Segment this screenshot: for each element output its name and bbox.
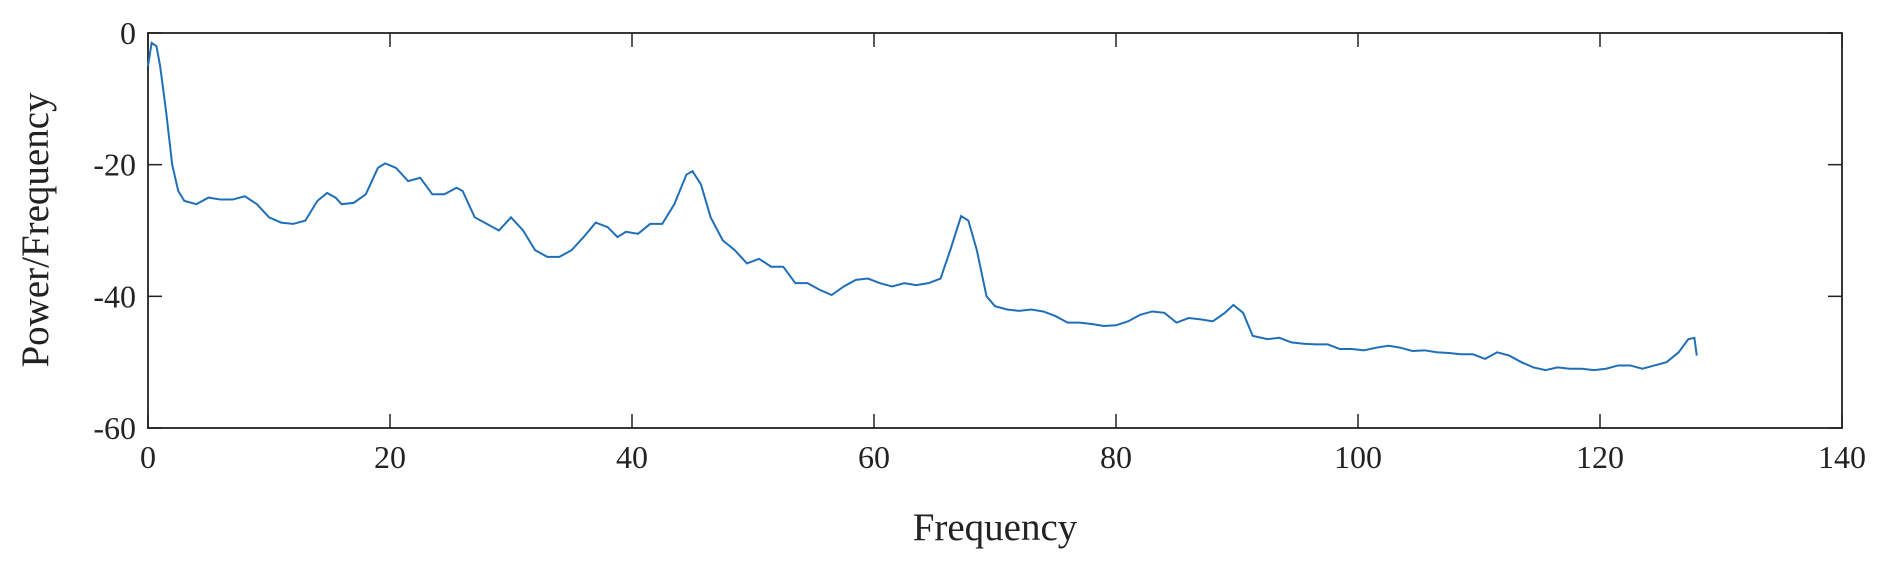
- x-tick-label: 20: [374, 439, 406, 475]
- x-tick-label: 100: [1334, 439, 1382, 475]
- y-tick-label: -40: [93, 278, 136, 314]
- y-tick-label: 0: [120, 15, 136, 51]
- x-tick-label: 40: [616, 439, 648, 475]
- x-tick-label: 80: [1100, 439, 1132, 475]
- x-tick-label: 0: [140, 439, 156, 475]
- plot-frame: [147, 32, 1843, 429]
- x-tick-label: 140: [1818, 439, 1866, 475]
- y-tick-label: -20: [93, 147, 136, 183]
- x-tick-label: 60: [858, 439, 890, 475]
- x-axis-label: Frequency: [913, 506, 1078, 549]
- y-tick-label: -60: [93, 410, 136, 446]
- data-line: [147, 41, 1698, 372]
- x-tick-label: 120: [1576, 439, 1624, 475]
- y-axis-label: Power/Frequency: [14, 92, 57, 368]
